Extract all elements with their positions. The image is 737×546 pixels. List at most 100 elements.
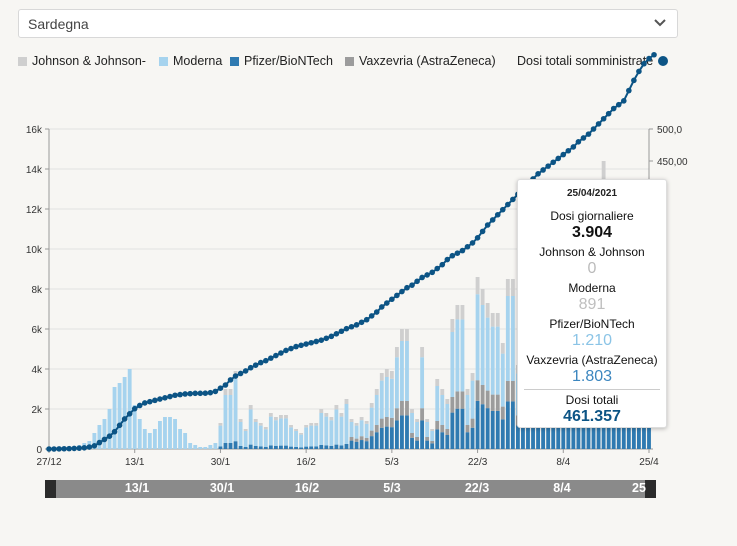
bar-moderna — [213, 443, 218, 449]
x-tick-label: 16/2 — [296, 457, 316, 468]
bar-moderna — [178, 429, 183, 449]
bar-johnson — [405, 329, 409, 341]
bar-johnson — [430, 429, 435, 431]
region-select[interactable]: Sardegna — [18, 9, 678, 38]
cumulative-point — [595, 121, 602, 127]
bar-pfizer — [470, 427, 475, 449]
cumulative-point — [116, 422, 123, 429]
bar-pfizer — [495, 410, 500, 449]
bar-moderna — [243, 431, 248, 447]
y-tick-label: 12k — [26, 205, 43, 216]
tooltip-divider — [524, 389, 660, 390]
bar-pfizer — [586, 408, 591, 449]
bar-moderna — [173, 419, 177, 449]
bar-johnson — [455, 305, 460, 320]
tooltip-total-value: 461.357 — [563, 408, 621, 425]
cumulative-point — [268, 355, 274, 361]
cumulative-point — [499, 206, 506, 213]
cumulative-point — [136, 402, 143, 409]
bar-johnson — [273, 417, 278, 421]
bar-pfizer — [233, 441, 238, 449]
bar-vaxzevria — [480, 385, 485, 405]
bar-pfizer — [273, 445, 278, 449]
cumulative-point — [580, 135, 587, 141]
cumulative-point — [61, 445, 67, 452]
bar-moderna — [253, 422, 258, 446]
tooltip-daily-value: 3.904 — [571, 224, 613, 241]
legend-item-johnson[interactable]: Johnson & Johnson- — [18, 54, 146, 68]
bar-moderna — [279, 418, 283, 446]
bar-moderna — [379, 380, 384, 419]
bar-johnson — [319, 409, 324, 413]
bar-moderna — [284, 418, 288, 446]
tooltip-date: 25/04/2021 — [566, 188, 618, 199]
bar-moderna — [132, 405, 137, 449]
bar-moderna — [334, 409, 339, 445]
cumulative-point — [399, 288, 405, 295]
legend-item-total[interactable]: Dosi totali somministrate — [517, 54, 669, 68]
cumulative-point — [378, 304, 385, 310]
cumulative-point — [66, 445, 72, 452]
bar-pfizer — [500, 419, 505, 449]
bar-vaxzevria — [450, 397, 455, 413]
cumulative-point — [348, 323, 355, 330]
navigator-handle-left[interactable] — [45, 480, 56, 498]
bar-moderna — [198, 447, 203, 449]
bar-pfizer — [319, 445, 324, 449]
bar-johnson — [440, 389, 445, 395]
bar-pfizer — [596, 407, 601, 449]
cumulative-point — [217, 385, 224, 392]
bar-moderna — [319, 413, 324, 445]
bar-moderna — [183, 433, 188, 449]
cumulative-point — [288, 345, 294, 352]
range-navigator[interactable]: 13/1 30/1 16/2 5/3 22/3 8/4 25 — [45, 480, 656, 498]
bar-moderna — [405, 341, 409, 401]
bar-johnson — [485, 303, 490, 318]
cumulative-point — [626, 87, 632, 94]
bar-moderna — [349, 422, 354, 437]
bar-moderna — [485, 317, 490, 391]
tooltip-moderna-value: 891 — [578, 296, 606, 313]
cumulative-point — [237, 370, 244, 377]
bar-pfizer — [425, 440, 430, 449]
bar-johnson — [284, 415, 288, 419]
x-tick-label: 5/3 — [385, 457, 399, 468]
bar-moderna — [228, 395, 233, 443]
bar-vaxzevria — [359, 436, 364, 441]
bar-moderna — [324, 416, 329, 446]
bar-pfizer — [551, 416, 556, 449]
bar-vaxzevria — [440, 425, 445, 433]
bar-moderna — [495, 326, 500, 395]
bar-vaxzevria — [394, 408, 399, 421]
bar-moderna — [294, 431, 298, 447]
bar-vaxzevria — [475, 380, 480, 401]
y-tick-label: 6k — [31, 325, 43, 336]
x-tick-label: 22/3 — [468, 457, 488, 468]
bar-moderna — [329, 420, 334, 446]
bar-moderna — [344, 404, 349, 444]
navigator-handle-right[interactable] — [645, 480, 656, 498]
bar-johnson — [243, 429, 248, 431]
bar-pfizer — [379, 427, 384, 449]
legend-item-pfizer[interactable]: Pfizer/BioNTech — [230, 54, 333, 68]
bar-pfizer — [223, 443, 228, 449]
bar-moderna — [168, 417, 172, 449]
bar-johnson — [500, 343, 505, 354]
y-tick-label: 10k — [26, 245, 43, 256]
bar-moderna — [369, 407, 374, 431]
bar-johnson — [218, 423, 223, 426]
cumulative-point — [459, 247, 466, 254]
cumulative-point — [419, 274, 425, 281]
legend-item-moderna[interactable]: Moderna — [159, 54, 222, 68]
bar-moderna — [102, 419, 107, 449]
navigator-label: 30/1 — [209, 481, 235, 495]
bar-vaxzevria — [460, 391, 465, 409]
bar-pfizer — [304, 446, 309, 449]
bar-moderna — [147, 433, 152, 449]
bar-pfizer — [571, 417, 576, 449]
bar-moderna — [263, 429, 268, 447]
legend-item-vaxzevria[interactable]: Vaxzevria (AstraZeneca) — [345, 54, 496, 68]
bar-pfizer — [480, 404, 485, 449]
bar-pfizer — [420, 420, 425, 449]
bar-pfizer — [284, 445, 288, 449]
